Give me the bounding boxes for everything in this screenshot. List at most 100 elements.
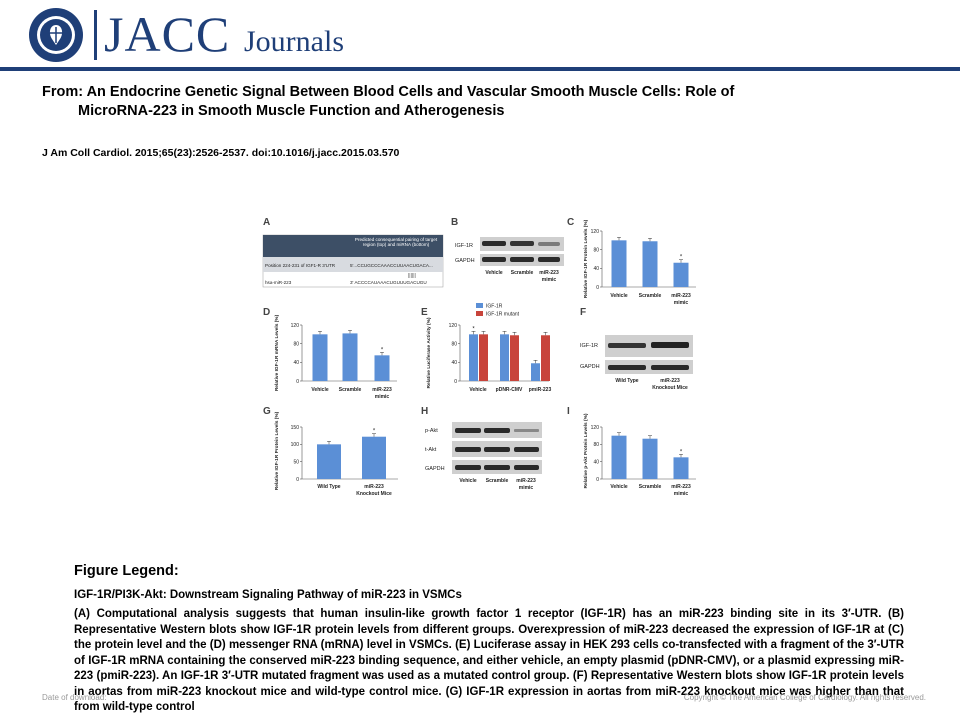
c-ytick-label: 40 bbox=[593, 266, 599, 272]
c-cat-mimic: mimic bbox=[674, 300, 689, 306]
journal-header: JACC Journals bbox=[0, 0, 960, 67]
h-label-scramble: Scramble bbox=[486, 478, 509, 484]
e-cat-vehicle: Vehicle bbox=[469, 387, 486, 393]
c-bar bbox=[673, 262, 689, 287]
d-ytick-label: 80 bbox=[293, 341, 299, 347]
panel-label-c: C bbox=[567, 217, 574, 228]
i-ytick-label: 40 bbox=[593, 459, 599, 465]
i-cat-mimic: mimic bbox=[674, 491, 689, 497]
i-cat-vehicle: Vehicle bbox=[610, 484, 627, 490]
e-ytick-label: 80 bbox=[451, 341, 457, 347]
panel-f-blot: IGF-1R GAPDH Wild Type miR-223 Knockout … bbox=[580, 335, 693, 391]
d-significance: * bbox=[381, 347, 384, 353]
g-ytick-label: 150 bbox=[291, 425, 300, 431]
h-blot-label-takt: t-Akt bbox=[425, 447, 437, 453]
i-bar bbox=[611, 435, 627, 479]
d-ytick-label: 40 bbox=[293, 360, 299, 366]
d-axis-title: Relative IGF-1R mRNA Levels (%) bbox=[274, 314, 280, 391]
d-cat-vehicle: Vehicle bbox=[311, 387, 328, 393]
article-title-line1: From: An Endocrine Genetic Signal Betwee… bbox=[42, 84, 735, 100]
e-cat-pdnr: pDNR-CMV bbox=[496, 387, 523, 393]
i-cat-scramble: Scramble bbox=[639, 484, 662, 490]
c-cat-mir223: miR-223 bbox=[671, 293, 691, 299]
f-label-ko2: Knockout Mice bbox=[652, 385, 688, 391]
d-cat-mimic: mimic bbox=[375, 394, 390, 400]
i-significance: * bbox=[680, 449, 683, 455]
d-cat-mir223: miR-223 bbox=[372, 387, 392, 393]
acc-seal-icon bbox=[29, 8, 83, 62]
g-cat-ko: miR-223 bbox=[364, 484, 384, 490]
c-ytick-label: 120 bbox=[591, 229, 600, 235]
g-cat-ko2: Knockout Mice bbox=[356, 491, 392, 497]
g-axis-title: Relative IGF-1R Protein Levels (%) bbox=[274, 411, 280, 490]
h-label-vehicle: Vehicle bbox=[459, 478, 476, 484]
figure-legend-heading: Figure Legend: bbox=[74, 563, 179, 579]
i-bar bbox=[673, 457, 689, 479]
brand-subtitle: Journals bbox=[244, 25, 344, 58]
figure-panel: A B C D E F G H I Predicted consequentia… bbox=[262, 217, 696, 497]
e-ytick-label: 0 bbox=[454, 379, 457, 385]
f-label-ko: miR-223 bbox=[660, 378, 680, 384]
d-bar bbox=[374, 355, 390, 381]
e-ytick-label: 120 bbox=[449, 323, 458, 329]
c-cat-scramble: Scramble bbox=[639, 293, 662, 299]
panel-label-e: E bbox=[421, 307, 428, 318]
panel-label-b: B bbox=[451, 217, 458, 228]
e-axis-title: Relative Luciferase Activity (%) bbox=[426, 317, 432, 388]
d-bar bbox=[342, 333, 358, 381]
e-cat-pmir: pmiR-223 bbox=[529, 387, 552, 393]
i-axis-title: Relative p-Akt Protein Levels (%) bbox=[583, 413, 589, 488]
h-blot-label-pakt: p-Akt bbox=[425, 428, 438, 434]
h-label-mir223: miR-223 bbox=[516, 478, 536, 484]
i-cat-mir223: miR-223 bbox=[671, 484, 691, 490]
g-significance: * bbox=[373, 429, 376, 435]
i-ytick-label: 120 bbox=[591, 425, 600, 431]
e-bar bbox=[479, 334, 488, 381]
footer-download-date: Date of download: bbox=[42, 693, 107, 702]
panel-h-blot: p-Akt t-Akt GAPDH Vehicle Scramble miR-2… bbox=[425, 422, 542, 491]
e-bar bbox=[541, 335, 550, 381]
panel-label-i: I bbox=[567, 406, 570, 417]
bar-charts: 0 40 80 120 * 0 40 80 120 * 0 40 80 120 * 0 50 100 150 * 0 40… bbox=[291, 229, 696, 483]
c-bar bbox=[611, 240, 627, 287]
d-ytick-label: 120 bbox=[291, 323, 300, 329]
panel-a-pairing: |||||| bbox=[408, 273, 416, 279]
c-bar bbox=[642, 241, 658, 287]
panel-label-g: G bbox=[263, 406, 271, 417]
panel-a-row1-seq: 5'...CCUGCCCAAACCUUAACUGACA... bbox=[350, 263, 433, 268]
c-cat-vehicle: Vehicle bbox=[610, 293, 627, 299]
figure-legend-subtitle: IGF-1R/PI3K-Akt: Downstream Signaling Pa… bbox=[74, 589, 462, 601]
c-significance: * bbox=[680, 255, 683, 261]
e-significance: * bbox=[472, 326, 475, 332]
g-ytick-label: 0 bbox=[296, 477, 299, 483]
b-label-mir223: miR-223 bbox=[539, 270, 559, 276]
e-legend-swatch-mutant bbox=[476, 311, 483, 316]
e-legend-mutant: IGF-1R mutant bbox=[486, 312, 520, 318]
h-label-mimic: mimic bbox=[519, 485, 534, 491]
g-ytick-label: 100 bbox=[291, 442, 300, 448]
blot-label-gapdh: GAPDH bbox=[455, 258, 475, 264]
footer-copyright: Copyright © The American College of Card… bbox=[683, 693, 926, 702]
g-bar bbox=[317, 444, 341, 479]
logo-divider bbox=[94, 10, 97, 60]
b-label-mimic: mimic bbox=[542, 277, 557, 283]
figure-legend-body: (A) Computational analysis suggests that… bbox=[74, 608, 904, 713]
brand-logo: JACC bbox=[104, 6, 231, 62]
g-cat-wildtype: Wild Type bbox=[317, 484, 340, 490]
panel-a-table: Predicted consequential pairing of targe… bbox=[262, 234, 444, 288]
panel-b-blot: IGF-1R GAPDH Vehicle Scramble miR-223 mi… bbox=[455, 237, 564, 283]
article-title-line2: MicroRNA-223 in Smooth Muscle Function a… bbox=[78, 103, 505, 119]
e-legend-swatch-igf1r bbox=[476, 303, 483, 308]
c-ytick-label: 80 bbox=[593, 247, 599, 253]
f-blot-label-gapdh: GAPDH bbox=[580, 364, 600, 370]
i-ytick-label: 0 bbox=[596, 477, 599, 483]
header-rule bbox=[0, 67, 960, 71]
panel-a-header: Predicted consequential pairing of targe… bbox=[354, 237, 438, 248]
citation: J Am Coll Cardiol. 2015;65(23):2526-2537… bbox=[42, 147, 400, 159]
e-legend-igf1r: IGF-1R bbox=[486, 304, 503, 310]
panel-label-h: H bbox=[421, 406, 428, 417]
b-label-scramble: Scramble bbox=[511, 270, 534, 276]
panel-a-row2-seq: 3' ACCCCAUAAACUGUUUGACUGU bbox=[350, 280, 427, 285]
e-bar bbox=[531, 363, 540, 381]
g-ytick-label: 50 bbox=[293, 459, 299, 465]
